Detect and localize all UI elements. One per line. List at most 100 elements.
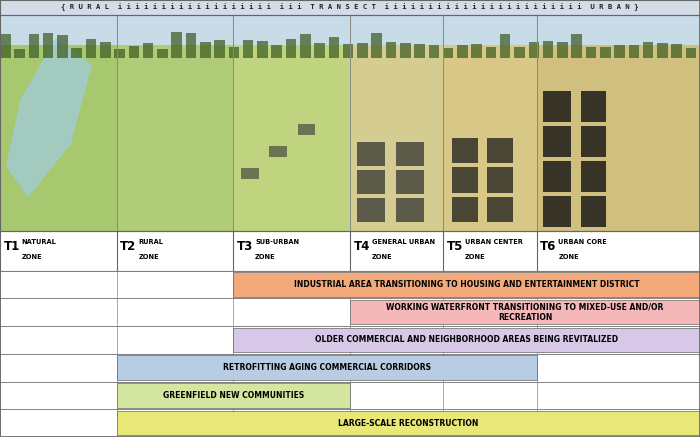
Bar: [172, 45, 182, 58]
Bar: [414, 34, 425, 58]
Bar: [186, 32, 196, 58]
Bar: [395, 198, 423, 222]
Bar: [241, 168, 259, 179]
Bar: [443, 45, 537, 231]
Bar: [114, 35, 125, 58]
Bar: [428, 41, 439, 58]
Bar: [0, 271, 700, 298]
Bar: [117, 383, 350, 407]
Bar: [0, 15, 700, 45]
Text: WORKING WATERFRONT TRANSITIONING TO MIXED-USE AND/OR
RECREATION: WORKING WATERFRONT TRANSITIONING TO MIXE…: [386, 302, 664, 322]
Bar: [528, 49, 539, 58]
Bar: [0, 326, 700, 354]
Bar: [357, 170, 385, 194]
Bar: [29, 47, 39, 58]
Bar: [452, 138, 478, 163]
Bar: [629, 46, 639, 58]
Bar: [542, 196, 570, 227]
Text: { R U R A L  i i i i i i i i i i i i i i i i i i  i i i  T R A N S E C T  i i i : { R U R A L i i i i i i i i i i i i i i …: [62, 3, 638, 11]
Bar: [117, 356, 537, 380]
Bar: [537, 45, 700, 231]
Polygon shape: [7, 39, 91, 196]
Bar: [57, 49, 68, 58]
Bar: [671, 46, 682, 58]
Bar: [343, 37, 354, 58]
Bar: [100, 42, 111, 58]
Text: OLDER COMMERCIAL AND NEIGHBORHOOD AREAS BEING REVITALIZED: OLDER COMMERCIAL AND NEIGHBORHOOD AREAS …: [315, 335, 618, 344]
Bar: [233, 272, 700, 296]
Bar: [0, 231, 700, 271]
Bar: [372, 35, 382, 58]
Bar: [143, 49, 153, 58]
Bar: [395, 170, 423, 194]
Bar: [0, 45, 117, 231]
Text: ZONE: ZONE: [255, 254, 276, 260]
Bar: [14, 41, 24, 58]
Bar: [571, 35, 582, 58]
Bar: [350, 300, 700, 324]
Bar: [643, 45, 653, 58]
Bar: [486, 167, 513, 193]
Bar: [298, 124, 315, 135]
Bar: [600, 34, 610, 58]
Bar: [286, 41, 296, 58]
Text: T6: T6: [540, 239, 556, 253]
Bar: [243, 36, 253, 58]
Bar: [542, 161, 570, 192]
Text: T2: T2: [120, 239, 136, 253]
Bar: [557, 34, 568, 58]
Bar: [443, 44, 454, 58]
Bar: [233, 328, 700, 352]
Bar: [328, 42, 339, 58]
Text: URBAN CORE: URBAN CORE: [559, 239, 607, 245]
Bar: [486, 47, 496, 58]
Bar: [117, 45, 233, 231]
Bar: [0, 298, 700, 326]
Bar: [543, 34, 554, 58]
Text: T1: T1: [4, 239, 20, 253]
Bar: [71, 48, 82, 58]
Bar: [357, 49, 368, 58]
Text: ZONE: ZONE: [465, 254, 486, 260]
Bar: [85, 45, 96, 58]
Bar: [615, 46, 625, 58]
Bar: [117, 411, 700, 435]
Bar: [0, 15, 700, 231]
Bar: [400, 48, 410, 58]
Bar: [581, 91, 606, 122]
Text: LARGE-SCALE RECONSTRUCTION: LARGE-SCALE RECONSTRUCTION: [338, 419, 479, 428]
Bar: [395, 142, 423, 166]
Bar: [233, 45, 350, 231]
Bar: [581, 126, 606, 157]
Bar: [542, 126, 570, 157]
Text: T4: T4: [354, 239, 370, 253]
Bar: [500, 40, 510, 58]
Bar: [581, 161, 606, 192]
Bar: [581, 196, 606, 227]
Text: RURAL: RURAL: [139, 239, 163, 245]
Bar: [0, 354, 700, 382]
Bar: [386, 41, 396, 58]
Bar: [0, 0, 700, 15]
Bar: [200, 44, 211, 58]
Text: URBAN CENTER: URBAN CENTER: [465, 239, 523, 245]
Text: RETROFITTING AGING COMMERCIAL CORRIDORS: RETROFITTING AGING COMMERCIAL CORRIDORS: [223, 363, 430, 372]
Bar: [452, 167, 478, 193]
Bar: [157, 32, 167, 58]
Bar: [129, 49, 139, 58]
Text: INDUSTRIAL AREA TRANSITIONING TO HOUSING AND ENTERTAINMENT DISTRICT: INDUSTRIAL AREA TRANSITIONING TO HOUSING…: [294, 280, 640, 289]
Text: T3: T3: [237, 239, 253, 253]
Text: ZONE: ZONE: [372, 254, 392, 260]
Bar: [214, 41, 225, 58]
Bar: [300, 35, 311, 58]
Bar: [357, 142, 385, 166]
Bar: [542, 91, 570, 122]
Text: ZONE: ZONE: [22, 254, 42, 260]
Bar: [270, 146, 287, 157]
Text: SUB-URBAN: SUB-URBAN: [255, 239, 299, 245]
Bar: [457, 34, 468, 58]
Bar: [350, 45, 443, 231]
Bar: [586, 35, 596, 58]
Text: ZONE: ZONE: [559, 254, 579, 260]
Text: GENERAL URBAN: GENERAL URBAN: [372, 239, 435, 245]
